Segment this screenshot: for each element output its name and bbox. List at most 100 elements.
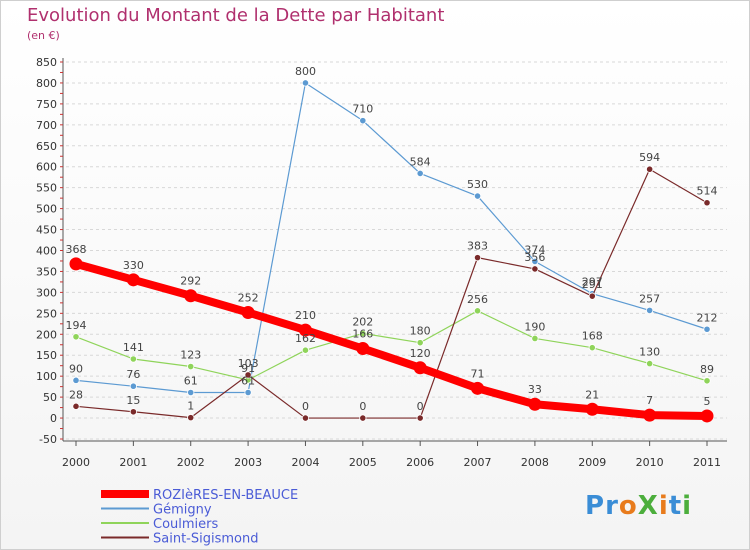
data-point [301,414,310,422]
chart-title: Evolution du Montant de la Dette par Hab… [27,5,445,26]
data-label: 594 [639,151,660,164]
data-point [187,388,195,397]
data-label: 61 [184,375,198,388]
data-point [700,409,714,423]
data-label: 291 [582,278,603,291]
data-point [187,362,195,371]
data-point [531,334,539,343]
data-point [703,199,711,207]
data-point [703,377,711,385]
data-point [528,397,542,411]
y-tick-label: 200 [36,328,57,341]
logo-letter: X [637,491,659,521]
chart-subtitle: (en €) [27,29,60,42]
series-lines [69,79,714,423]
data-point [416,339,424,347]
data-label: 257 [639,292,660,305]
x-tick-label: 2003 [234,456,262,469]
data-label: 202 [352,315,373,328]
data-label: 330 [123,259,144,272]
data-label: 162 [295,332,316,345]
proxiti-logo: ProXiti [585,491,692,521]
data-point [471,381,485,395]
data-point [184,289,198,303]
data-point [244,388,252,397]
data-point [473,254,482,262]
grid [66,61,727,440]
legend-label: Gémigny [153,503,212,518]
data-point [301,346,310,354]
data-label: 130 [639,346,660,359]
data-point [646,359,654,368]
data-point [298,323,312,337]
data-label: 28 [69,388,83,401]
data-label: 297 [582,276,603,289]
data-point [531,265,539,273]
logo-letter: P [585,491,606,521]
series-line-2 [75,310,708,382]
data-point [643,408,657,422]
data-label: 166 [352,328,373,341]
data-point [703,325,711,333]
y-tick-label: 500 [36,203,57,216]
data-label: 103 [238,357,259,370]
data-point [646,165,654,173]
y-tick-label: 600 [36,161,57,174]
y-tick-label: -50 [39,433,57,446]
data-label: 5 [704,395,711,408]
y-tick-label: 750 [36,98,57,111]
legend-label: ROZIèRES-EN-BEAUCE [153,488,298,503]
axes: -500501001502002503003504004505005506006… [36,56,727,469]
y-tick-label: 650 [36,140,57,153]
data-label: 212 [697,311,718,324]
x-tick-label: 2000 [62,456,90,469]
x-tick-label: 2001 [119,456,147,469]
logo-letter: r [605,491,619,521]
data-label: 584 [410,155,431,168]
data-label: 168 [582,330,603,343]
data-label: 71 [471,367,485,380]
data-label: 356 [524,251,545,264]
data-label: 1 [187,400,194,413]
logo-letter: i [658,491,669,521]
data-label: 252 [238,291,259,304]
data-label: 120 [410,347,431,360]
y-tick-label: 800 [36,77,57,90]
data-point [531,257,539,265]
data-label: 15 [126,394,140,407]
x-tick-label: 2008 [521,456,549,469]
data-point [359,414,367,422]
data-label: 194 [66,319,87,332]
y-tick-label: 850 [36,56,57,69]
data-point [126,273,140,287]
data-point [241,305,255,319]
legend: ROZIèRES-EN-BEAUCEGémignyCoulmiersSaint-… [101,488,298,547]
x-tick-label: 2006 [406,456,434,469]
series-line-0 [74,260,708,420]
data-label: 368 [66,243,87,256]
data-label: 0 [417,400,424,413]
data-point [585,402,599,416]
y-tick-label: 400 [36,245,57,258]
data-point [72,376,80,384]
data-point [129,382,137,390]
data-point [416,414,424,422]
data-point [356,342,370,356]
data-label: 61 [241,375,255,388]
x-tick-label: 2004 [291,456,319,469]
data-label: 256 [467,293,488,306]
series-line-3 [75,168,708,419]
x-tick-label: 2011 [693,456,721,469]
x-tick-label: 2010 [636,456,664,469]
y-tick-label: 450 [36,224,57,237]
data-point [129,408,137,416]
data-label: 292 [180,275,201,288]
y-tick-label: 100 [36,370,57,383]
data-label: 374 [524,243,545,256]
y-tick-label: 0 [50,412,57,425]
data-point [646,306,654,315]
data-label: 210 [295,309,316,322]
data-point [416,169,424,178]
